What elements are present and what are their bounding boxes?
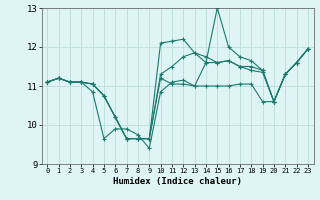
X-axis label: Humidex (Indice chaleur): Humidex (Indice chaleur) — [113, 177, 242, 186]
